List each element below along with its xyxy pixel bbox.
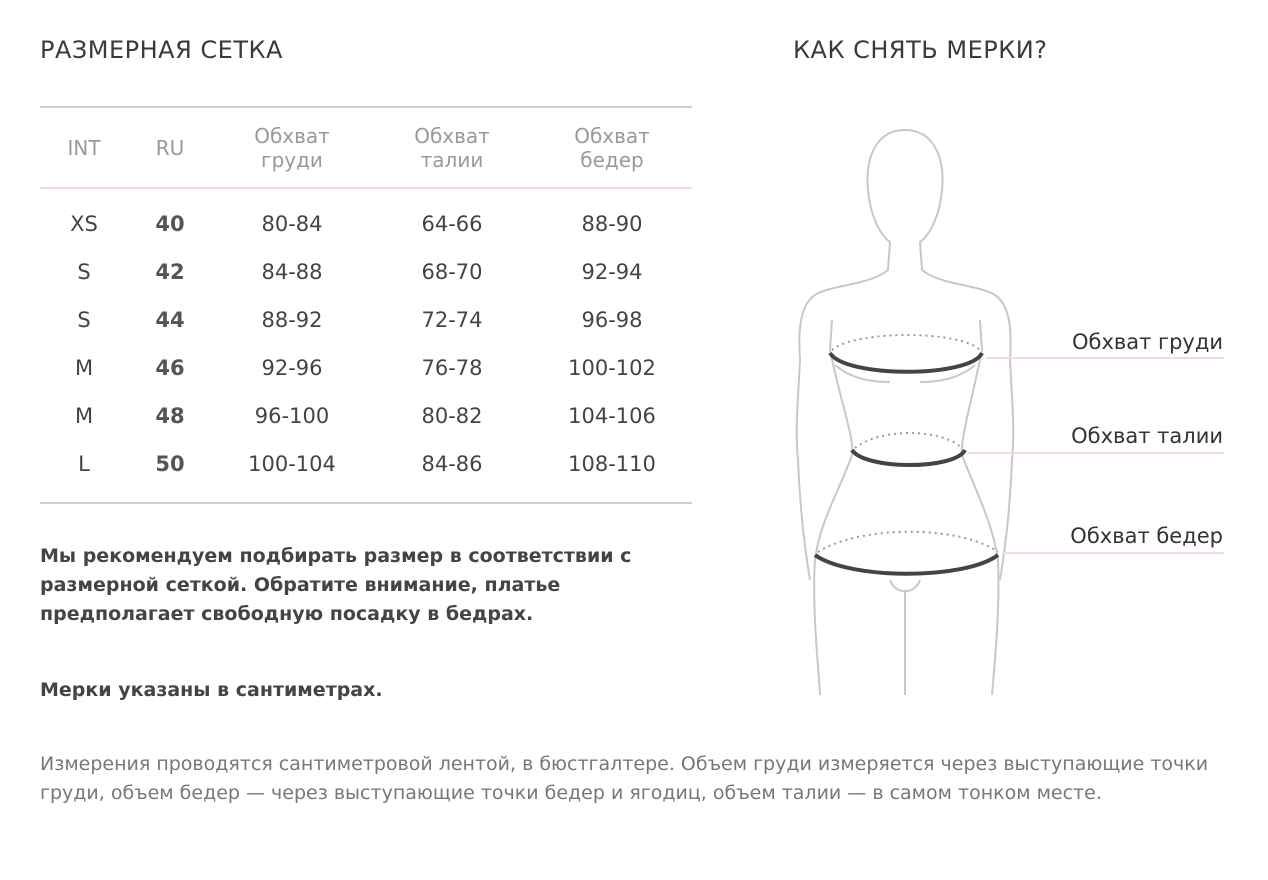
cell-hips: 108-110 <box>568 452 656 476</box>
header-line-2: бедер <box>580 148 644 172</box>
chest-label: Обхват груди <box>1071 330 1223 354</box>
chest-leader-line <box>986 357 1224 359</box>
cell-waist: 80-82 <box>421 404 483 428</box>
header-line-1: Обхват <box>574 124 650 148</box>
waist-label: Обхват талии <box>1071 424 1223 448</box>
cell-ru: 50 <box>155 452 185 476</box>
cell-ru: 48 <box>155 404 185 428</box>
cell-waist: 64-66 <box>421 212 483 236</box>
cell-waist: 68-70 <box>421 260 483 284</box>
header-line-1: Обхват <box>414 124 490 148</box>
header-line-1: RU <box>155 136 185 160</box>
header-line-1: Обхват <box>254 124 330 148</box>
header-line-2: груди <box>261 148 323 172</box>
cell-hips: 96-98 <box>581 308 643 332</box>
cell-chest: 80-84 <box>261 212 323 236</box>
cell-hips: 88-90 <box>581 212 643 236</box>
cell-int: L <box>78 452 90 476</box>
cell-hips: 100-102 <box>568 356 656 380</box>
cell-chest: 92-96 <box>261 356 323 380</box>
header-divider <box>40 187 692 189</box>
cell-ru: 40 <box>155 212 185 236</box>
cell-chest: 96-100 <box>254 404 330 428</box>
cell-chest: 84-88 <box>261 260 323 284</box>
measurement-instructions: Измерения проводятся сантиметровой ленто… <box>40 753 1209 804</box>
column-header-ru: RU <box>156 136 185 160</box>
table-top-rule <box>40 106 692 108</box>
cell-int: M <box>74 404 94 428</box>
hips-label: Обхват бедер <box>1070 524 1223 548</box>
how-to-measure-title: КАК СНЯТЬ МЕРКИ? <box>793 36 1048 64</box>
cell-chest: 88-92 <box>261 308 323 332</box>
cell-waist: 76-78 <box>421 356 483 380</box>
units-note: Мерки указаны в сантиметрах. <box>40 679 383 701</box>
cell-waist: 84-86 <box>421 452 483 476</box>
recommendation-text: Мы рекомендуем подбирать размер в соотве… <box>40 545 632 625</box>
cell-hips: 92-94 <box>581 260 643 284</box>
hips-leader-line <box>1002 552 1224 554</box>
column-header-chest: Обхват груди <box>254 124 330 172</box>
column-header-int: INT <box>67 136 100 160</box>
header-line-2: талии <box>420 148 484 172</box>
cell-int: S <box>77 260 91 284</box>
cell-hips: 104-106 <box>568 404 656 428</box>
cell-int: M <box>74 356 94 380</box>
cell-chest: 100-104 <box>248 452 336 476</box>
header-line-1: INT <box>67 136 101 160</box>
cell-waist: 72-74 <box>421 308 483 332</box>
body-figure-illustration <box>795 129 1015 696</box>
cell-int: S <box>77 308 91 332</box>
cell-ru: 44 <box>155 308 185 332</box>
size-chart-title: РАЗМЕРНАЯ СЕТКА <box>40 36 283 64</box>
cell-int: XS <box>70 212 98 236</box>
waist-leader-line <box>968 452 1224 454</box>
column-header-hips: Обхват бедер <box>574 124 650 172</box>
cell-ru: 42 <box>155 260 185 284</box>
table-bottom-rule <box>40 502 692 504</box>
column-header-waist: Обхват талии <box>414 124 490 172</box>
cell-ru: 46 <box>155 356 185 380</box>
